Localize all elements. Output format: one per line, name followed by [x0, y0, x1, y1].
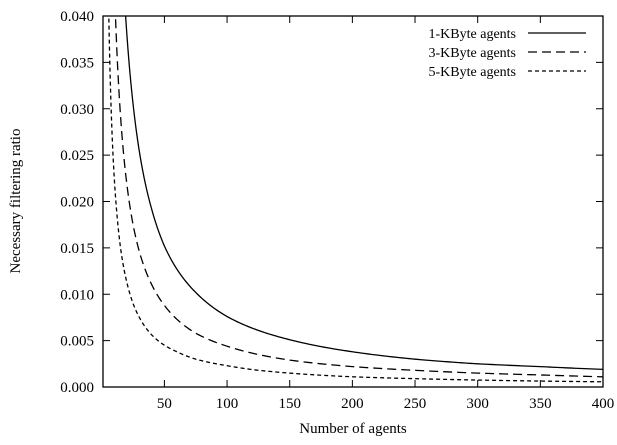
legend: 1-KByte agents 3-KByte agents 5-KByte agen…	[429, 27, 586, 80]
y-tick-label: 0.025	[60, 148, 94, 164]
x-tick-label: 250	[404, 396, 427, 412]
legend-label: 1-KByte agents	[429, 27, 516, 42]
series-layer	[108, 16, 603, 383]
x-axis-title: Number of agents	[299, 421, 407, 437]
x-tick-label: 50	[157, 396, 172, 412]
x-tick-label: 200	[341, 396, 364, 412]
y-tick-label: 0.035	[60, 55, 94, 71]
legend-label: 3-KByte agents	[429, 46, 516, 61]
x-tick-label: 350	[529, 396, 552, 412]
x-tick-label: 300	[466, 396, 489, 412]
series-line-2	[114, 16, 603, 378]
x-tick-label: 400	[592, 396, 615, 412]
y-tick-label: 0.040	[60, 9, 94, 25]
legend-label: 5-KByte agents	[429, 65, 516, 80]
y-tick-label: 0.010	[60, 287, 94, 303]
y-tick-label: 0.020	[60, 195, 94, 211]
y-tick-label: 0.000	[60, 380, 94, 396]
y-tick-label: 0.030	[60, 102, 94, 118]
x-axis: 50 100 150 200 250 300 350 400	[157, 16, 614, 412]
y-tick-label: 0.015	[60, 241, 94, 257]
series-line-1	[124, 16, 603, 371]
x-tick-label: 100	[216, 396, 239, 412]
y-axis: 0.000 0.005 0.010 0.015 0.020 0.025 0.030 0.035…	[60, 9, 603, 396]
y-axis-title: Necessary filtering ratio	[8, 129, 24, 274]
y-tick-label: 0.005	[60, 334, 94, 350]
series-line-3	[108, 16, 603, 383]
x-tick-label: 150	[278, 396, 301, 412]
